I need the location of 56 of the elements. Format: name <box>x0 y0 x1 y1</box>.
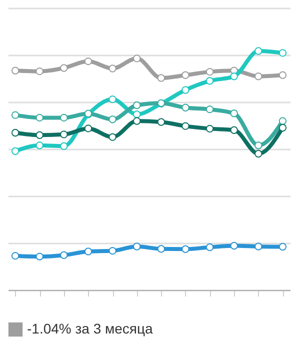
point <box>254 150 262 158</box>
legend-label: -1.04% за 3 месяца <box>27 320 154 336</box>
point <box>84 124 92 132</box>
point <box>36 142 44 150</box>
point <box>60 142 68 150</box>
point <box>108 64 116 72</box>
point <box>206 105 214 114</box>
point <box>254 72 262 80</box>
point <box>230 126 238 134</box>
point <box>182 104 190 112</box>
point <box>278 242 287 251</box>
point <box>60 114 68 122</box>
point <box>157 245 166 253</box>
point <box>108 246 116 255</box>
point <box>182 122 190 130</box>
point <box>11 66 20 74</box>
point <box>157 118 166 126</box>
point <box>11 111 20 119</box>
point <box>132 54 141 62</box>
point <box>278 124 287 132</box>
point <box>84 248 92 256</box>
point <box>132 117 141 125</box>
point <box>157 74 166 82</box>
point <box>182 86 190 94</box>
point <box>206 68 214 76</box>
point <box>206 243 214 252</box>
point <box>108 95 116 104</box>
point <box>11 147 20 155</box>
point <box>84 57 92 66</box>
point <box>60 130 68 138</box>
point <box>254 47 262 55</box>
point <box>36 131 44 139</box>
point <box>36 67 44 76</box>
point <box>206 124 214 133</box>
point <box>230 242 238 250</box>
point <box>36 114 44 122</box>
point <box>182 245 190 253</box>
point <box>278 49 287 57</box>
point <box>36 252 44 260</box>
point <box>278 117 287 125</box>
point <box>132 242 141 250</box>
point <box>11 252 20 260</box>
point <box>132 101 141 110</box>
point <box>132 110 141 118</box>
point <box>11 128 20 137</box>
point <box>60 251 68 259</box>
point <box>254 142 262 150</box>
point <box>108 116 116 124</box>
point <box>230 72 238 80</box>
point <box>230 110 238 118</box>
point <box>278 71 287 79</box>
point <box>108 133 116 141</box>
point <box>254 242 262 250</box>
point <box>60 64 68 72</box>
point <box>182 71 190 79</box>
point <box>206 77 214 85</box>
